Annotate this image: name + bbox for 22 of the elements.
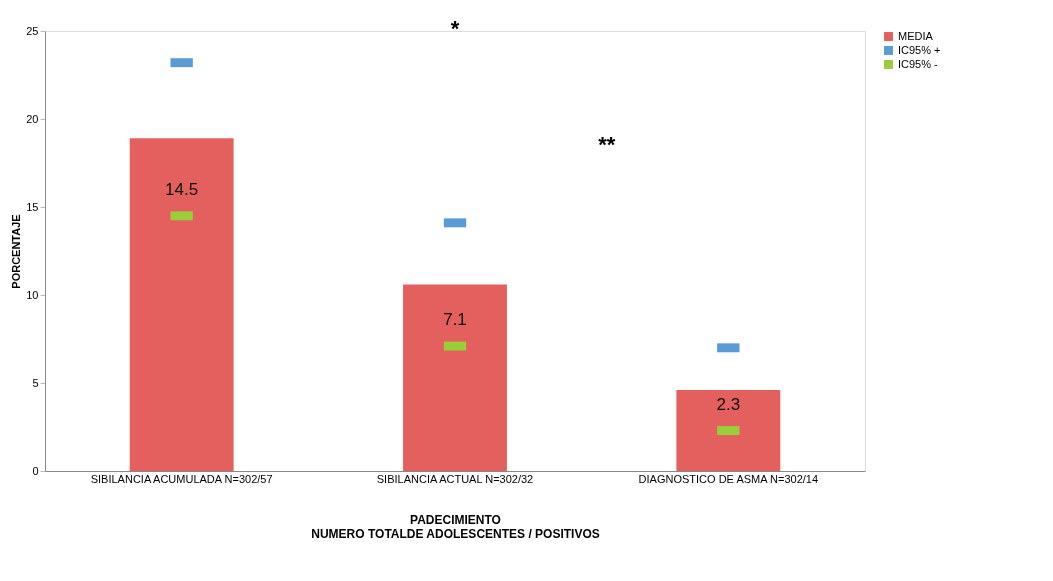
legend-label: IC95% - (898, 57, 939, 70)
y-tick-label: 10 (26, 288, 39, 301)
bar (129, 138, 234, 471)
x-tick-label: DIAGNOSTICO DE ASMA N=302/14 (638, 472, 819, 485)
x-axis-title: PADECIMIENTO NUMERO TOTALDE ADOLESCENTES / POSITIVOS (311, 512, 600, 541)
y-tick-label: 25 (26, 24, 39, 37)
data-label: 2.3 (716, 394, 741, 414)
annotation: * (450, 16, 460, 41)
data-label: 14.5 (165, 179, 199, 199)
x-tick-label: SIBILANCIA ACTUAL N=302/32 (376, 472, 534, 485)
annotation: ** (598, 132, 616, 158)
bar (676, 390, 781, 471)
legend-label: MEDIA (898, 29, 934, 42)
y-tick-label: 15 (26, 200, 39, 213)
bar (403, 284, 507, 471)
y-tick-label: 5 (32, 376, 39, 389)
y-tick-label: 0 (32, 464, 39, 477)
x-tick-label: SIBILANCIA ACUMULADA N=302/57 (90, 472, 273, 485)
y-axis-title: PORCENTAJE (10, 214, 23, 289)
data-label: 7.1 (443, 310, 467, 330)
legend-label: IC95% + (898, 43, 941, 56)
y-tick-label: 20 (26, 112, 39, 125)
